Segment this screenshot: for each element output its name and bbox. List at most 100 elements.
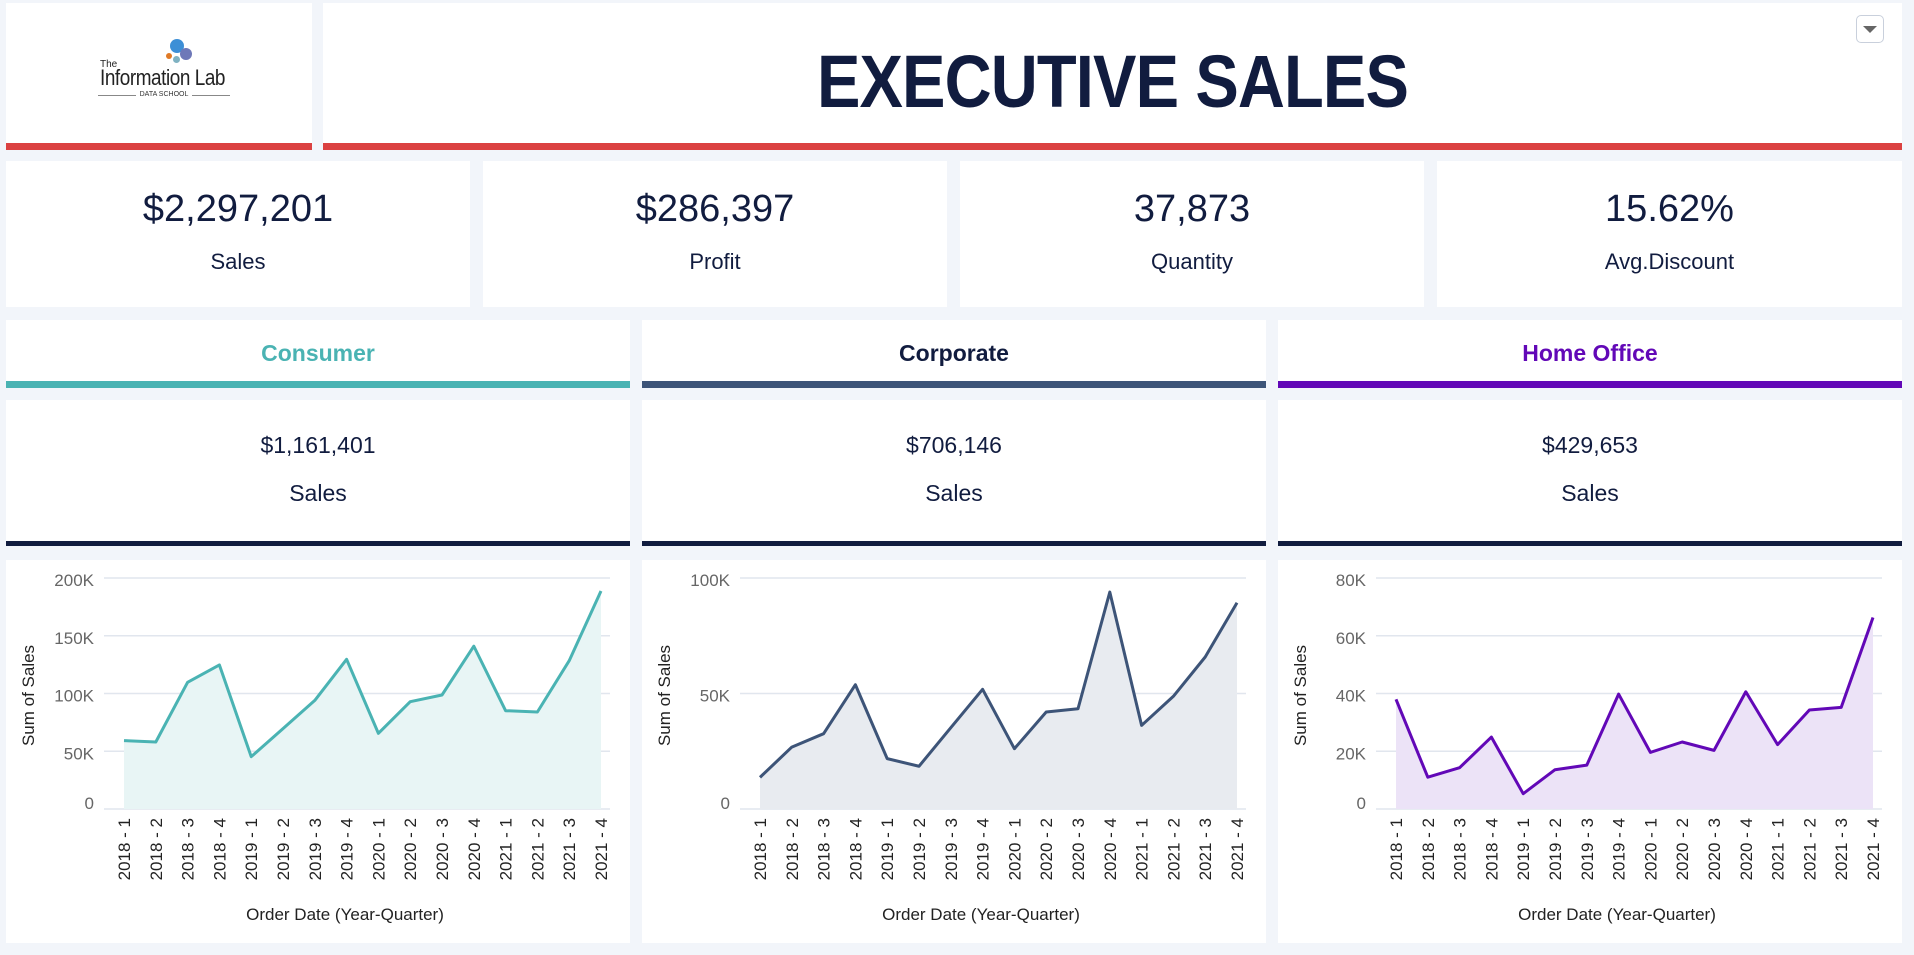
logo-the: The	[100, 59, 118, 70]
x-tick-label: 2018 - 4	[1482, 818, 1501, 880]
series-line	[123, 590, 603, 759]
information-lab-logo: The Information Lab DATA SCHOOL	[96, 39, 236, 101]
segment-sales-label: Sales	[289, 480, 347, 506]
logo-panel: The Information Lab DATA SCHOOL	[6, 3, 312, 150]
logo-dot-purple-icon	[180, 48, 192, 60]
kpi-label: Profit	[689, 249, 741, 274]
y-tick-label: 150K	[54, 629, 94, 648]
x-tick-label: 2021 - 2	[1800, 818, 1819, 880]
kpi-card-profit: $286,397 Profit	[483, 161, 947, 307]
home-office-sales-chart[interactable]: 0 20K 40K 60K 80K 2018 - 1 2018 - 2 2018 - 3 201…	[1278, 560, 1902, 943]
x-tick-label: 2018 - 1	[751, 818, 770, 880]
consumer-sales-chart[interactable]: 0 50K 100K 150K 200K 2018 - 1 2018 - 2 2018 - 3…	[6, 560, 630, 943]
y-tick-label: 0	[1357, 794, 1366, 813]
dashboard-menu-button[interactable]	[1856, 15, 1884, 43]
x-tick-label: 2019 - 1	[242, 818, 261, 880]
x-tick-label: 2019 - 3	[942, 818, 961, 880]
y-tick-label: 200K	[54, 571, 94, 590]
x-tick-label: 2019 - 3	[1578, 818, 1597, 880]
segment-sales-value: $429,653	[1542, 432, 1638, 458]
x-tick-label: 2020 - 1	[1005, 818, 1024, 880]
segment-header-corporate: Corporate	[642, 320, 1266, 388]
x-tick-label: 2019 - 1	[1514, 818, 1533, 880]
segment-name: Consumer	[261, 340, 375, 366]
x-tick-label: 2019 - 1	[878, 818, 897, 880]
kpi-label: Quantity	[1151, 249, 1233, 274]
x-tick-label: 2021 - 3	[1196, 818, 1215, 880]
segment-sales-consumer: $1,161,401 Sales	[6, 400, 630, 546]
chart-corporate[interactable]: 0 50K 100K 2018 - 1 2018 - 2 2018 - 3 2018 - 4…	[642, 560, 1266, 943]
kpi-value: 37,873	[1133, 188, 1251, 230]
y-axis-title: Sum of Sales	[19, 645, 38, 746]
segment-sales-label: Sales	[1561, 480, 1619, 506]
logo-name: Information Lab	[100, 65, 226, 90]
x-tick-label: 2020 - 4	[1737, 818, 1756, 880]
x-axis-title: Order Date (Year-Quarter)	[1518, 905, 1716, 924]
x-tick-label: 2018 - 2	[147, 818, 166, 880]
x-tick-label: 2018 - 3	[1451, 818, 1470, 880]
kpi-card-avg-discount: 15.62% Avg.Discount	[1437, 161, 1902, 307]
x-tick-label: 2021 - 2	[528, 818, 547, 880]
x-tick-label: 2018 - 3	[815, 818, 834, 880]
kpi-value: $2,297,201	[142, 188, 334, 230]
kpi-value: $286,397	[635, 188, 795, 230]
x-tick-label: 2018 - 4	[210, 818, 229, 880]
x-tick-label: 2019 - 4	[974, 818, 993, 880]
x-tick-label: 2020 - 2	[401, 818, 420, 880]
segment-sales-corporate: $706,146 Sales	[642, 400, 1266, 546]
logo-subtitle: DATA SCHOOL	[96, 91, 232, 98]
kpi-value: 15.62%	[1605, 188, 1734, 230]
kpi-label: Sales	[210, 249, 266, 274]
y-tick-label: 100K	[690, 571, 730, 590]
x-tick-label: 2021 - 1	[497, 818, 516, 880]
kpi-card-sales: $2,297,201 Sales	[6, 161, 470, 307]
y-tick-label: 60K	[1336, 629, 1367, 648]
kpi-card-quantity: 37,873 Quantity	[960, 161, 1424, 307]
y-axis-title: Sum of Sales	[1291, 645, 1310, 746]
x-tick-label: 2021 - 2	[1164, 818, 1183, 880]
x-tick-label: 2018 - 3	[179, 818, 198, 880]
x-tick-label: 2020 - 3	[1069, 818, 1088, 880]
x-tick-label: 2020 - 3	[433, 818, 452, 880]
x-tick-label: 2018 - 2	[1419, 818, 1438, 880]
segment-name: Corporate	[899, 340, 1009, 366]
chart-consumer[interactable]: 0 50K 100K 150K 200K 2018 - 1 2018 - 2 2018 - 3…	[6, 560, 630, 943]
y-tick-label: 0	[721, 794, 730, 813]
y-tick-label: 0	[85, 794, 94, 813]
series-line	[1394, 617, 1875, 796]
y-tick-label: 50K	[700, 687, 731, 706]
x-tick-label: 2018 - 2	[783, 818, 802, 880]
logo-dot-orange-icon	[166, 53, 172, 59]
x-axis-title: Order Date (Year-Quarter)	[246, 905, 444, 924]
segment-header-home-office: Home Office	[1278, 320, 1902, 388]
y-tick-label: 20K	[1336, 744, 1367, 763]
x-tick-label: 2020 - 2	[1037, 818, 1056, 880]
y-axis-title: Sum of Sales	[655, 645, 674, 746]
x-tick-label: 2018 - 4	[846, 818, 865, 880]
title-panel: EXECUTIVE SALES	[323, 3, 1902, 150]
x-tick-label: 2018 - 1	[1387, 818, 1406, 880]
y-tick-label: 50K	[64, 744, 95, 763]
series-line	[758, 590, 1239, 779]
y-tick-label: 100K	[54, 687, 94, 706]
x-tick-label: 2021 - 1	[1769, 818, 1788, 880]
segment-sales-value: $1,161,401	[260, 432, 376, 458]
y-tick-label: 80K	[1336, 571, 1367, 590]
x-tick-label: 2021 - 4	[1228, 818, 1247, 880]
x-tick-label: 2019 - 2	[274, 818, 293, 880]
corporate-sales-chart[interactable]: 0 50K 100K 2018 - 1 2018 - 2 2018 - 3 2018 - 4…	[642, 560, 1266, 943]
segment-sales-home-office: $429,653 Sales	[1278, 400, 1902, 546]
y-tick-label: 40K	[1336, 687, 1367, 706]
x-tick-label: 2021 - 1	[1133, 818, 1152, 880]
area-fill	[1396, 617, 1873, 809]
page-title: EXECUTIVE SALES	[816, 40, 1409, 123]
segment-header-consumer: Consumer	[6, 320, 630, 388]
segment-sales-label: Sales	[925, 480, 983, 506]
x-tick-label: 2019 - 4	[338, 818, 357, 880]
x-tick-label: 2019 - 2	[910, 818, 929, 880]
chart-home-office[interactable]: 0 20K 40K 60K 80K 2018 - 1 2018 - 2 2018 - 3 201…	[1278, 560, 1902, 943]
segment-name: Home Office	[1522, 340, 1658, 366]
x-axis-title: Order Date (Year-Quarter)	[882, 905, 1080, 924]
x-tick-label: 2020 - 4	[465, 818, 484, 880]
x-tick-label: 2021 - 4	[592, 818, 611, 880]
